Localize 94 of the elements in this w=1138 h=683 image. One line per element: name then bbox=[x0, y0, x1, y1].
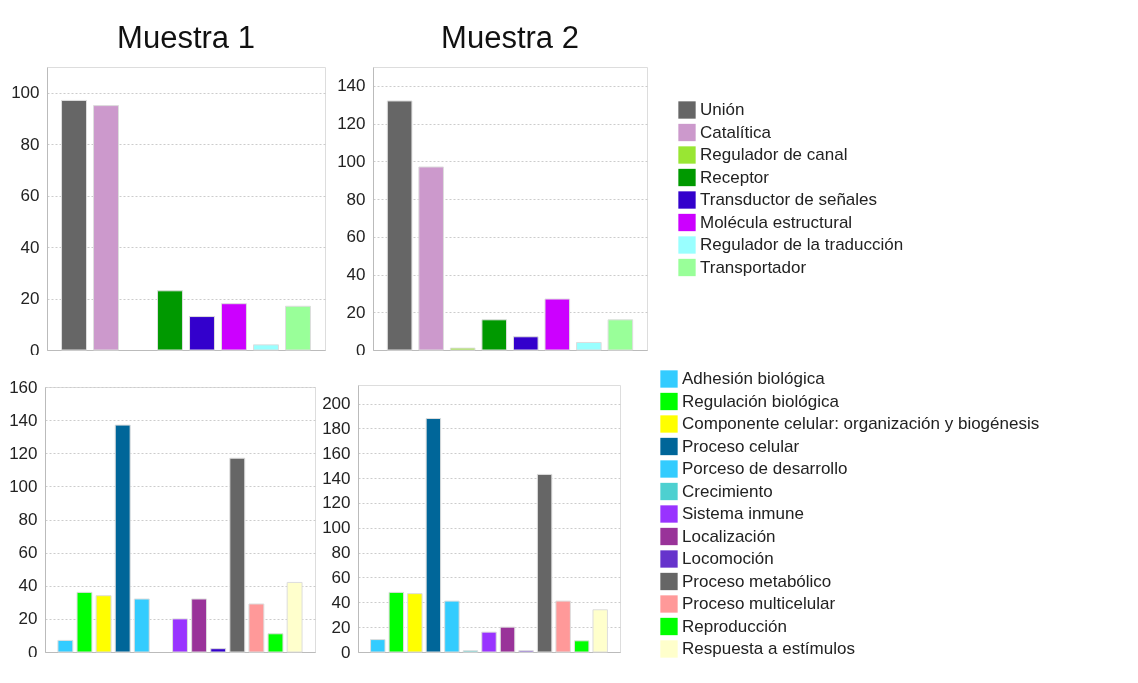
bar bbox=[285, 305, 311, 351]
bar bbox=[286, 581, 303, 653]
legend-label: Regulación biológica bbox=[682, 391, 840, 411]
y-tick-label: 80 bbox=[346, 189, 366, 209]
y-tick-label: 40 bbox=[331, 592, 351, 612]
bar bbox=[157, 290, 183, 351]
legend-label: Respuesta a estímulos bbox=[682, 639, 855, 658]
y-tick-label: 80 bbox=[331, 543, 351, 563]
bar bbox=[221, 303, 247, 351]
y-tick-label: 100 bbox=[322, 518, 351, 538]
bar bbox=[210, 648, 227, 653]
bar bbox=[407, 593, 423, 653]
bar bbox=[95, 595, 112, 653]
bar bbox=[425, 418, 442, 653]
bar bbox=[191, 598, 208, 653]
chart-title: Muestra 2 bbox=[441, 20, 579, 55]
y-tick-label: 40 bbox=[18, 576, 38, 596]
y-tick-label: 40 bbox=[346, 265, 366, 285]
bar bbox=[386, 100, 413, 351]
bar bbox=[592, 609, 608, 653]
y-tick-label: 0 bbox=[28, 642, 38, 662]
y-tick-label: 60 bbox=[331, 567, 351, 587]
bar bbox=[481, 319, 508, 351]
bar bbox=[248, 603, 265, 653]
legend-label: Unión bbox=[700, 100, 745, 119]
legend-label: Regulador de la traducción bbox=[700, 235, 904, 254]
bar bbox=[444, 600, 460, 653]
chart-title: Muestra 1 bbox=[117, 20, 255, 55]
bar bbox=[253, 344, 279, 351]
y-tick-label: 20 bbox=[346, 302, 366, 322]
y-tick-label: 180 bbox=[322, 418, 351, 438]
bar bbox=[418, 166, 444, 351]
bar bbox=[57, 639, 74, 653]
bar bbox=[114, 424, 131, 653]
bar bbox=[76, 591, 93, 653]
y-tick-label: 0 bbox=[356, 340, 366, 360]
bar bbox=[189, 316, 215, 351]
y-tick-label: 120 bbox=[322, 493, 351, 513]
bar bbox=[370, 639, 386, 653]
y-tick-label: 60 bbox=[346, 227, 366, 247]
legend-label: Proceso celular bbox=[682, 436, 800, 456]
bar bbox=[499, 626, 516, 653]
legend-label: Crecimiento bbox=[682, 481, 773, 501]
y-tick-label: 200 bbox=[322, 394, 351, 414]
y-tick-label: 100 bbox=[11, 83, 40, 103]
bar bbox=[93, 105, 119, 351]
legend-label: Transductor de señales bbox=[700, 190, 878, 209]
bar bbox=[172, 618, 188, 653]
y-tick-label: 100 bbox=[337, 151, 366, 171]
y-tick-label: 60 bbox=[20, 186, 40, 206]
bar bbox=[607, 319, 634, 351]
y-tick-label: 120 bbox=[9, 443, 38, 463]
y-tick-label: 160 bbox=[9, 377, 38, 397]
y-tick-label: 80 bbox=[20, 134, 40, 154]
legend-label: Adhesión biológica bbox=[682, 369, 826, 388]
bar bbox=[481, 631, 497, 653]
bar bbox=[573, 640, 590, 653]
bar bbox=[133, 598, 150, 653]
y-tick-label: 60 bbox=[18, 543, 38, 563]
y-tick-label: 40 bbox=[20, 237, 40, 257]
y-tick-label: 140 bbox=[9, 410, 38, 430]
y-tick-label: 20 bbox=[20, 289, 40, 309]
legend-label: Catalítica bbox=[700, 122, 772, 142]
y-tick-label: 80 bbox=[18, 510, 38, 529]
legend-label: Transportador bbox=[700, 257, 807, 277]
y-tick-label: 140 bbox=[337, 76, 366, 96]
y-tick-label: 0 bbox=[341, 642, 351, 662]
legend-label: Regulador de canal bbox=[700, 145, 848, 164]
bar bbox=[555, 600, 571, 653]
legend-label: Componente celular: organización y biogénesis bbox=[682, 414, 1040, 433]
y-tick-label: 0 bbox=[30, 340, 40, 360]
y-tick-label: 120 bbox=[337, 114, 366, 134]
bar bbox=[536, 473, 553, 653]
bar bbox=[544, 298, 571, 351]
legend-label: Porceso de desarrollo bbox=[682, 459, 848, 478]
bar bbox=[512, 336, 539, 351]
legend-label: Sistema inmune bbox=[682, 504, 804, 523]
bar bbox=[576, 341, 602, 351]
legend-label: Localización bbox=[682, 526, 776, 546]
legend-label: Molécula estructural bbox=[700, 212, 853, 232]
y-tick-label: 160 bbox=[322, 443, 351, 463]
legend-label: Locomoción bbox=[682, 549, 774, 568]
y-tick-label: 100 bbox=[9, 476, 38, 496]
bar bbox=[388, 591, 405, 653]
legend-label: Proceso multicelular bbox=[682, 594, 836, 613]
legend-label: Reproducción bbox=[682, 616, 787, 636]
y-tick-label: 20 bbox=[18, 609, 38, 629]
legend-label: Receptor bbox=[700, 167, 770, 187]
legend-label: Proceso metabólico bbox=[682, 571, 832, 591]
bar bbox=[229, 457, 246, 653]
bar bbox=[267, 633, 284, 653]
y-tick-label: 20 bbox=[331, 617, 351, 637]
y-tick-label: 140 bbox=[322, 468, 351, 488]
bar bbox=[61, 99, 87, 351]
